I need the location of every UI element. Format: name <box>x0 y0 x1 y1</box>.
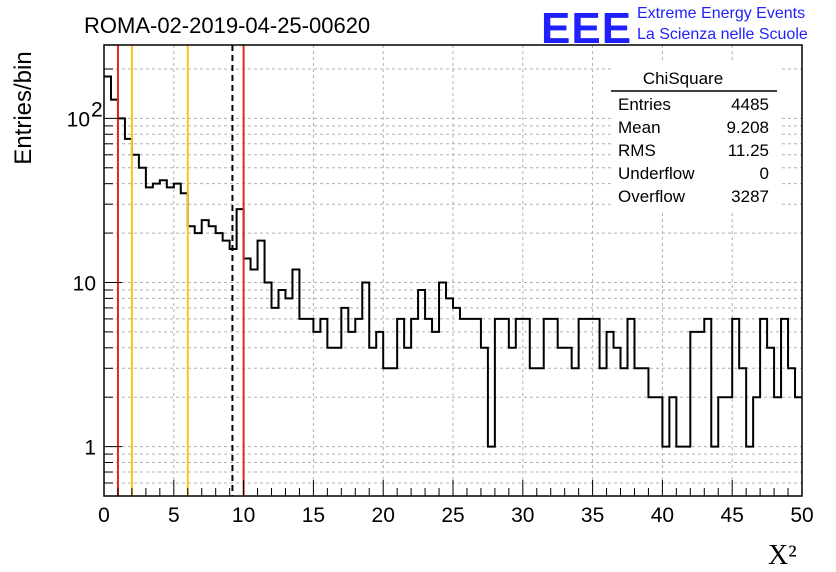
x-tick-label: 10 <box>232 504 255 527</box>
stats-label: Overflow <box>618 187 686 206</box>
x-tick-label: 45 <box>721 504 744 527</box>
stats-label: RMS <box>618 141 656 160</box>
x-axis-label: X² <box>768 540 797 571</box>
histogram-bars <box>104 75 802 448</box>
y-tick-label: 10 <box>67 108 90 131</box>
y-tick-label: 10 <box>73 272 96 295</box>
stats-label: Entries <box>618 95 671 114</box>
grid-lines <box>104 45 802 496</box>
stats-value: 0 <box>760 164 769 183</box>
stats-value: 4485 <box>731 95 769 114</box>
x-tick-label: 25 <box>441 504 464 527</box>
stats-rows: Entries 4485 Mean 9.208 RMS 11.25 Underflow 0 Ov… <box>618 95 769 206</box>
stats-box-background <box>612 62 782 212</box>
x-tick-label: 0 <box>98 504 110 527</box>
eee-logo-text: EEE <box>541 4 632 53</box>
x-tick-label: 35 <box>581 504 604 527</box>
histogram-step-line <box>104 75 802 448</box>
logo-subtitle-1: Extreme Energy Events <box>637 5 805 22</box>
stats-value: 9.208 <box>726 118 769 137</box>
x-tick-label: 40 <box>651 504 674 527</box>
stats-value: 3287 <box>731 187 769 206</box>
plot-title: ROMA-02-2019-04-25-00620 <box>84 13 370 38</box>
x-tick-label: 50 <box>790 504 813 527</box>
stats-label: Mean <box>618 118 661 137</box>
y-tick-label-exponent: 2 <box>91 98 103 121</box>
x-tick-label: 30 <box>511 504 534 527</box>
x-tick-label: 20 <box>372 504 395 527</box>
reference-lines <box>116 45 245 496</box>
eee-logo: EEE Extreme Energy Events La Scienza nel… <box>541 4 808 53</box>
x-tick-label: 5 <box>168 504 180 527</box>
stats-box: ChiSquare Entries 4485 Mean 9.208 RMS 11.25 Un… <box>611 62 782 212</box>
stats-value: 11.25 <box>728 141 769 160</box>
stats-label: Underflow <box>618 164 695 183</box>
y-tick-label: 1 <box>84 437 96 460</box>
x-tick-label: 15 <box>302 504 325 527</box>
stats-title: ChiSquare <box>643 69 723 88</box>
y-axis-label: Entries/bin <box>10 51 37 164</box>
logo-subtitle-2: La Scienza nelle Scuole <box>637 26 808 43</box>
